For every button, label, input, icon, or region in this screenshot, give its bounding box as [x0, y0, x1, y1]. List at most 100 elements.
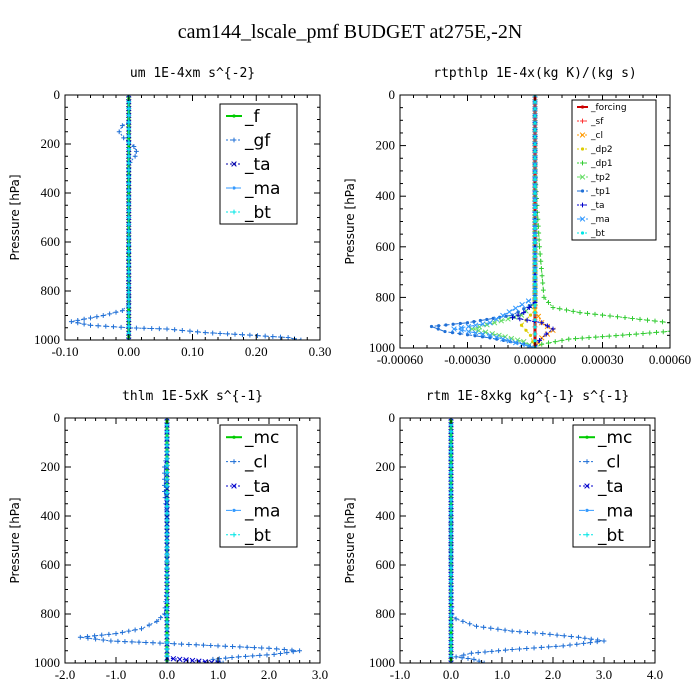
- data-point: [164, 640, 170, 645]
- data-point: [189, 657, 196, 663]
- data-point: [126, 119, 132, 125]
- legend-marker: [585, 435, 589, 439]
- panel-title: thlm 1E-5xK s^{-1}: [122, 389, 263, 404]
- y-tick-label: 400: [376, 188, 396, 203]
- data-point: [222, 643, 228, 649]
- legend-label: _ma: [244, 179, 280, 199]
- data-point: [448, 429, 454, 435]
- data-point: [581, 641, 586, 646]
- data-point: [547, 631, 553, 637]
- data-point: [252, 645, 257, 650]
- y-tick-label: 200: [41, 459, 61, 474]
- data-point: [126, 235, 132, 241]
- data-point: [516, 310, 520, 314]
- data-point: [667, 328, 670, 334]
- data-point: [543, 331, 549, 337]
- data-point: [448, 551, 454, 557]
- x-tick-label: 2.0: [261, 667, 277, 682]
- data-point: [193, 642, 199, 648]
- data-point: [674, 328, 679, 333]
- data-point: [532, 345, 538, 348]
- y-tick-label: 800: [376, 289, 396, 304]
- data-point: [533, 163, 537, 167]
- data-point: [533, 325, 537, 329]
- data-point: [515, 312, 521, 318]
- legend-marker: [231, 209, 237, 215]
- legend-label: _ta: [597, 477, 624, 497]
- data-point: [482, 649, 488, 655]
- data-point: [274, 646, 280, 652]
- series-line-cl: [450, 418, 605, 663]
- data-point: [533, 290, 537, 294]
- data-point: [158, 615, 164, 621]
- data-point: [126, 160, 132, 166]
- data-point: [688, 327, 693, 332]
- data-point: [622, 315, 628, 321]
- data-point: [297, 648, 302, 654]
- data-point: [141, 325, 147, 331]
- data-point: [588, 636, 594, 642]
- data-point: [517, 629, 523, 635]
- x-tick-label: 0.00: [117, 344, 140, 359]
- legend-label: _dp1: [590, 159, 613, 169]
- data-point: [453, 616, 459, 622]
- legend-label: _f: [244, 107, 261, 127]
- data-point: [459, 655, 465, 661]
- data-point: [472, 320, 476, 324]
- data-point: [640, 331, 646, 336]
- legend-marker: [579, 132, 586, 138]
- legend: _mc _cl _ta _ma _bt: [572, 424, 651, 548]
- data-point: [537, 251, 543, 257]
- data-point: [448, 612, 454, 618]
- data-point: [627, 332, 632, 337]
- data-point: [480, 335, 485, 339]
- data-point: [201, 642, 206, 648]
- data-point: [164, 326, 170, 332]
- data-point: [126, 262, 132, 268]
- data-point: [506, 338, 513, 344]
- data-point: [448, 633, 454, 639]
- data-point: [136, 639, 142, 645]
- y-tick-label: 1000: [34, 655, 60, 670]
- data-point: [164, 565, 170, 571]
- data-point: [448, 565, 454, 571]
- data-point: [125, 95, 132, 98]
- data-point: [554, 632, 560, 638]
- data-point: [474, 623, 479, 629]
- data-point: [164, 483, 170, 489]
- data-point: [100, 313, 106, 318]
- data-point: [538, 645, 544, 650]
- data-point: [443, 329, 447, 334]
- data-point: [576, 634, 581, 640]
- data-point: [215, 643, 221, 649]
- legend-label: _cl: [244, 453, 268, 473]
- data-point: [448, 599, 454, 605]
- data-point: [164, 538, 170, 543]
- data-point: [290, 649, 296, 655]
- data-point: [460, 618, 466, 624]
- x-tick-label: 4.0: [647, 667, 663, 682]
- data-point: [187, 328, 193, 334]
- data-point: [126, 133, 132, 139]
- data-point: [119, 123, 125, 129]
- y-tick-label: 800: [41, 606, 61, 621]
- data-point: [195, 329, 200, 335]
- y-tick-label: 400: [41, 508, 61, 523]
- data-point: [103, 323, 109, 329]
- data-point: [448, 456, 454, 462]
- data-point: [164, 558, 170, 564]
- data-point: [164, 599, 170, 605]
- data-point: [164, 626, 170, 632]
- data-point: [215, 660, 221, 663]
- data-point: [164, 578, 170, 584]
- data-point: [630, 316, 635, 321]
- data-point: [126, 140, 132, 146]
- data-point: [539, 341, 545, 347]
- data-point: [546, 340, 551, 346]
- data-point: [502, 627, 508, 633]
- data-point: [600, 312, 605, 318]
- data-point: [208, 659, 215, 663]
- y-tick-label: 200: [41, 136, 61, 151]
- legend-label: _forcing: [590, 103, 627, 113]
